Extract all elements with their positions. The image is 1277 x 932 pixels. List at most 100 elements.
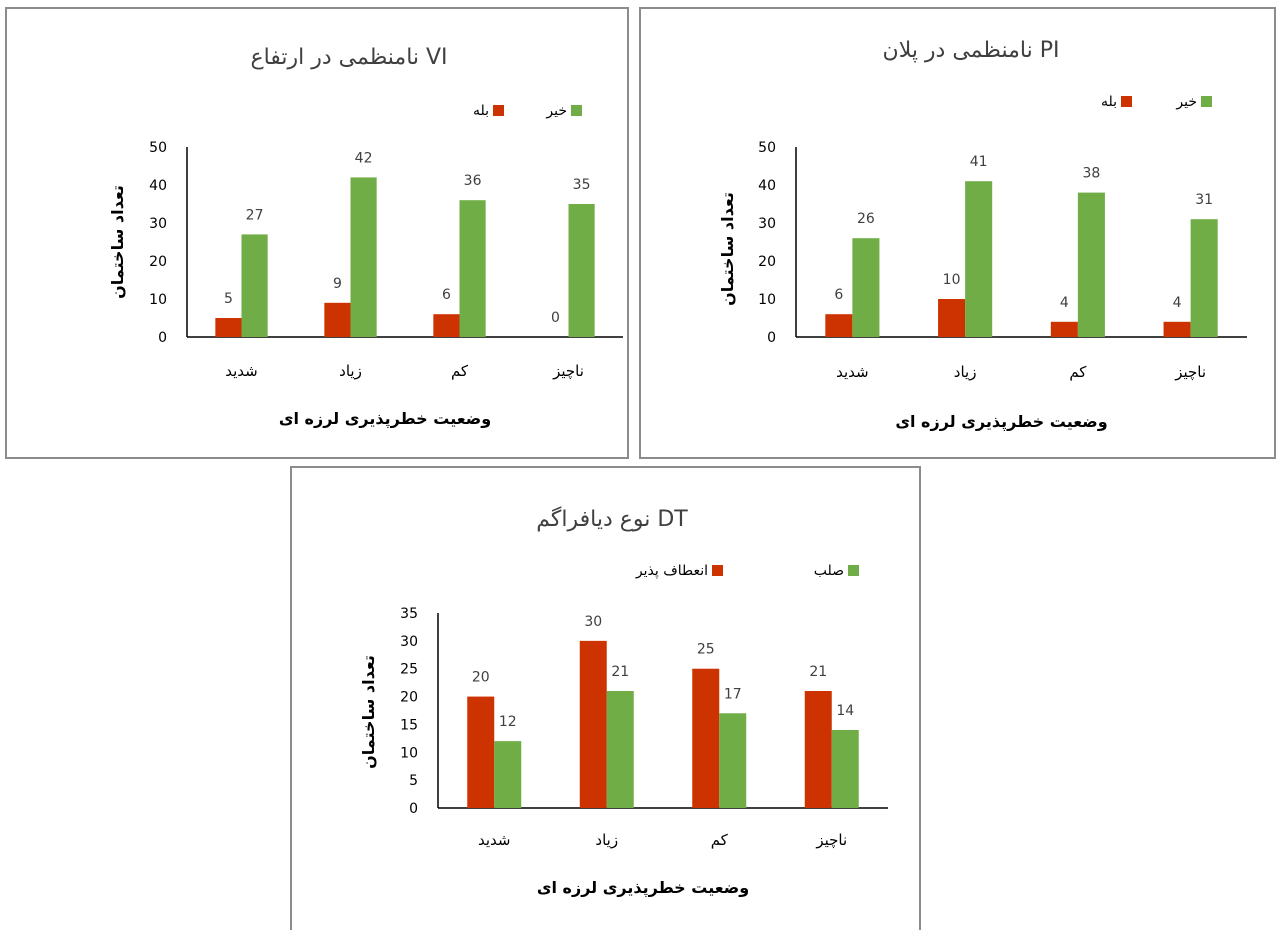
data-label: 38	[1082, 166, 1100, 182]
y-tick-label: 5	[409, 773, 418, 789]
chart-dt: نوع دیافراگم DT انعطاف پذیر صلب 0 5 10 15 20 25 3…	[359, 506, 888, 898]
data-label: 4	[1173, 295, 1182, 311]
x-category-label: کم	[451, 362, 469, 380]
bar-1-1	[965, 181, 993, 337]
data-label: 0	[551, 310, 560, 326]
data-label: 9	[333, 276, 342, 292]
x-axis-title: وضعیت خطرپذیری لرزه ای	[895, 412, 1107, 432]
chart-panel-dt: نوع دیافراگم DT انعطاف پذیر صلب 0 5 10 15 20 25 3…	[290, 466, 921, 930]
x-axis-title: وضعیت خطرپذیری لرزه ای	[537, 878, 749, 898]
y-tick-label: 15	[400, 717, 418, 733]
data-label: 25	[697, 642, 715, 658]
bar-0-3	[804, 691, 832, 808]
x-category-label: زیاد	[339, 362, 362, 380]
x-category-label: شدید	[225, 362, 258, 380]
data-label: 20	[472, 670, 490, 686]
bar-0-0	[825, 314, 853, 337]
data-label: 41	[970, 154, 988, 170]
data-label: 6	[834, 287, 843, 303]
x-category-label: ناچیز	[552, 362, 584, 380]
y-tick-label: 50	[149, 140, 167, 156]
legend-label-0: بله	[473, 103, 489, 119]
y-axis-title: تعداد ساختمان	[108, 185, 127, 299]
data-label: 17	[724, 686, 742, 702]
x-category-label: زیاد	[595, 831, 618, 849]
y-tick-label: 10	[758, 292, 776, 308]
legend-swatch-0	[493, 105, 504, 116]
data-label: 36	[464, 173, 482, 189]
data-label: 21	[809, 664, 827, 680]
x-category-label: کم	[711, 831, 729, 849]
legend-label-1: خیر	[545, 103, 567, 119]
x-category-label: ناچیز	[815, 831, 847, 849]
bar-0-1	[579, 640, 607, 808]
y-tick-label: 30	[758, 216, 776, 232]
y-axis-title: تعداد ساختمان	[718, 192, 737, 306]
y-tick-label: 25	[400, 662, 418, 678]
y-axis-title: تعداد ساختمان	[359, 655, 378, 769]
legend-label-0: انعطاف پذیر	[635, 563, 708, 579]
legend-swatch-1	[848, 565, 859, 576]
bar-1-2	[1077, 192, 1105, 337]
bar-0-0	[467, 696, 495, 808]
y-tick-label: 0	[158, 330, 167, 346]
x-axis-title: وضعیت خطرپذیری لرزه ای	[279, 409, 491, 429]
data-label: 14	[836, 703, 854, 719]
y-tick-label: 20	[149, 254, 167, 270]
legend-label-1: خیر	[1175, 94, 1197, 110]
y-tick-label: 20	[758, 254, 776, 270]
data-label: 10	[943, 272, 961, 288]
data-label: 5	[224, 291, 233, 307]
y-tick-label: 30	[149, 216, 167, 232]
data-label: 6	[442, 287, 451, 303]
bar-0-3	[1163, 321, 1191, 337]
bar-1-0	[852, 238, 880, 337]
chart-title: نامنظمی در پلان PI	[883, 38, 1060, 63]
bar-0-0	[215, 318, 242, 337]
data-label: 26	[857, 211, 875, 227]
y-tick-label: 0	[767, 330, 776, 346]
x-category-label: شدید	[836, 363, 869, 381]
y-tick-label: 30	[400, 634, 418, 650]
legend-swatch-0	[712, 565, 723, 576]
chart-vi: نامنظمی در ارتفاع VI بله خیر 0 10 20 30 40 50 5 27…	[108, 45, 623, 429]
data-label: 31	[1195, 192, 1213, 208]
x-category-label: ناچیز	[1174, 363, 1206, 381]
legend-label-1: صلب	[814, 563, 844, 579]
legend-swatch-1	[571, 105, 582, 116]
bar-1-2	[459, 200, 486, 337]
x-category-label: کم	[1069, 363, 1087, 381]
chart-pi: نامنظمی در پلان PI بله خیر 0 10 20 30 40 50 6 26 شد…	[718, 38, 1247, 432]
bar-1-3	[831, 730, 859, 808]
bar-0-2	[433, 314, 460, 337]
y-tick-label: 40	[758, 178, 776, 194]
legend-swatch-1	[1201, 96, 1212, 107]
y-tick-label: 0	[409, 801, 418, 817]
y-tick-label: 20	[400, 690, 418, 706]
bar-1-1	[606, 691, 634, 808]
bar-0-1	[938, 299, 966, 337]
y-tick-label: 10	[149, 292, 167, 308]
chart-title: نوع دیافراگم DT	[536, 506, 688, 532]
data-label: 27	[246, 207, 264, 223]
x-category-label: شدید	[478, 831, 511, 849]
bar-0-2	[1050, 321, 1078, 337]
data-label: 4	[1060, 295, 1069, 311]
y-tick-label: 10	[400, 745, 418, 761]
bar-1-0	[494, 741, 522, 808]
legend-label-0: بله	[1101, 94, 1117, 110]
data-label: 30	[584, 614, 602, 630]
y-tick-label: 40	[149, 178, 167, 194]
chart-panel-vi: نامنظمی در ارتفاع VI بله خیر 0 10 20 30 40 50 5 27…	[5, 7, 629, 459]
bar-1-3	[568, 204, 595, 337]
data-label: 35	[573, 177, 591, 193]
y-tick-label: 50	[758, 140, 776, 156]
bar-1-0	[241, 234, 268, 337]
bar-0-1	[324, 302, 351, 337]
data-label: 12	[499, 714, 517, 730]
bar-1-1	[350, 177, 377, 337]
bar-0-2	[692, 668, 720, 808]
legend-swatch-0	[1121, 96, 1132, 107]
chart-panel-pi: نامنظمی در پلان PI بله خیر 0 10 20 30 40 50 6 26 شد…	[639, 7, 1276, 459]
data-label: 42	[355, 150, 373, 166]
